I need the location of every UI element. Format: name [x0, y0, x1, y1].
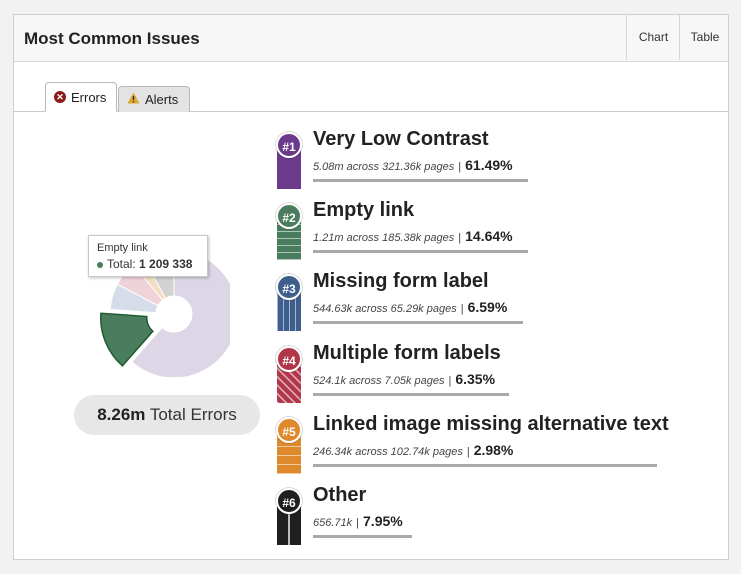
- issue-separator: |: [448, 375, 452, 387]
- tab-errors-label: Errors: [71, 89, 107, 105]
- pie-slice-very-low-contrast[interactable]: [130, 249, 230, 377]
- issue-separator: |: [460, 303, 464, 315]
- total-errors-summary: 8.26m Total Errors: [74, 395, 260, 435]
- tooltip-title: Empty link: [97, 242, 148, 254]
- issue-type-tabs: ✕ Errors Alerts: [14, 61, 728, 112]
- issue-separator: |: [466, 446, 470, 458]
- issue-detail: 524.1k across 7.05k pages: [313, 375, 445, 387]
- issue-name[interactable]: Multiple form labels: [313, 342, 501, 364]
- issue-detail: 544.63k across 65.29k pages: [313, 303, 457, 315]
- chart-tooltip: Empty link Total: 1 209 338: [88, 235, 208, 277]
- tab-alerts[interactable]: Alerts: [118, 86, 190, 112]
- panel-header: Most Common Issues Chart Table: [14, 15, 728, 62]
- chart-view-button[interactable]: Chart: [626, 15, 680, 60]
- issue-rank: #1: [276, 132, 302, 158]
- issue-percent: 7.95%: [363, 513, 403, 529]
- issue-rank: #3: [276, 274, 302, 300]
- issue-underline: [313, 393, 509, 396]
- issue-rank-badge: #2: [276, 203, 302, 260]
- issue-detail: 5.08m across 321.36k pages: [313, 161, 455, 173]
- issue-percent: 6.59%: [467, 299, 508, 315]
- tooltip-total-label: Total:: [107, 257, 136, 271]
- issue-rank-badge: #1: [276, 132, 302, 189]
- tooltip-series-dot: [97, 261, 103, 268]
- issue-rank-badge: #3: [276, 274, 302, 331]
- issue-name[interactable]: Very Low Contrast: [313, 128, 489, 150]
- total-errors-label: Total Errors: [149, 405, 237, 424]
- issue-rank: #5: [276, 417, 302, 443]
- issue-percent: 6.35%: [455, 371, 496, 387]
- issue-detail-line: 544.63k across 65.29k pages | 6.59%: [313, 299, 507, 315]
- issue-percent: 14.64%: [465, 228, 513, 244]
- issue-rank: #6: [276, 488, 302, 514]
- issue-detail-line: 524.1k across 7.05k pages | 6.35%: [313, 371, 495, 387]
- issue-separator: |: [356, 517, 360, 529]
- tab-errors[interactable]: ✕ Errors: [45, 82, 117, 112]
- issue-name[interactable]: Empty link: [313, 199, 415, 221]
- warning-icon: [127, 92, 140, 107]
- issue-detail-line: 1.21m across 185.38k pages | 14.64%: [313, 228, 513, 244]
- most-common-issues-panel: Most Common Issues Chart Table ✕ Errors …: [13, 14, 729, 560]
- issue-rank: #2: [276, 203, 302, 229]
- issue-name[interactable]: Other: [313, 484, 367, 506]
- issue-separator: |: [458, 232, 462, 244]
- panel-title: Most Common Issues: [24, 29, 200, 48]
- issue-percent: 61.49%: [465, 157, 513, 173]
- issue-rank-badge: #4: [276, 346, 302, 403]
- table-view-button[interactable]: Table: [679, 15, 730, 60]
- issue-percent: 2.98%: [473, 442, 514, 458]
- issue-detail-line: 656.71k | 7.95%: [313, 513, 403, 529]
- issue-underline: [313, 535, 412, 538]
- issue-separator: |: [458, 161, 462, 173]
- tooltip-total-value: 1 209 338: [139, 257, 193, 271]
- issue-detail-line: 246.34k across 102.74k pages | 2.98%: [313, 442, 513, 458]
- pie-slice-empty-link[interactable]: [100, 312, 154, 367]
- issue-rank-badge: #6: [276, 488, 302, 545]
- issue-detail: 246.34k across 102.74k pages: [313, 446, 463, 458]
- issue-name[interactable]: Linked image missing alternative text: [313, 413, 669, 435]
- total-errors-value: 8.26m: [97, 405, 146, 424]
- issue-underline: [313, 179, 528, 182]
- issue-detail-line: 5.08m across 321.36k pages | 61.49%: [313, 157, 513, 173]
- issue-underline: [313, 464, 657, 467]
- issue-rank-badge: #5: [276, 417, 302, 474]
- error-icon: ✕: [54, 91, 66, 103]
- issue-detail: 656.71k: [313, 517, 353, 529]
- issue-name[interactable]: Missing form label: [313, 270, 489, 292]
- issue-detail: 1.21m across 185.38k pages: [313, 232, 455, 244]
- tab-alerts-label: Alerts: [145, 92, 179, 107]
- issue-underline: [313, 250, 528, 253]
- issue-rank: #4: [276, 346, 302, 372]
- issue-underline: [313, 321, 523, 324]
